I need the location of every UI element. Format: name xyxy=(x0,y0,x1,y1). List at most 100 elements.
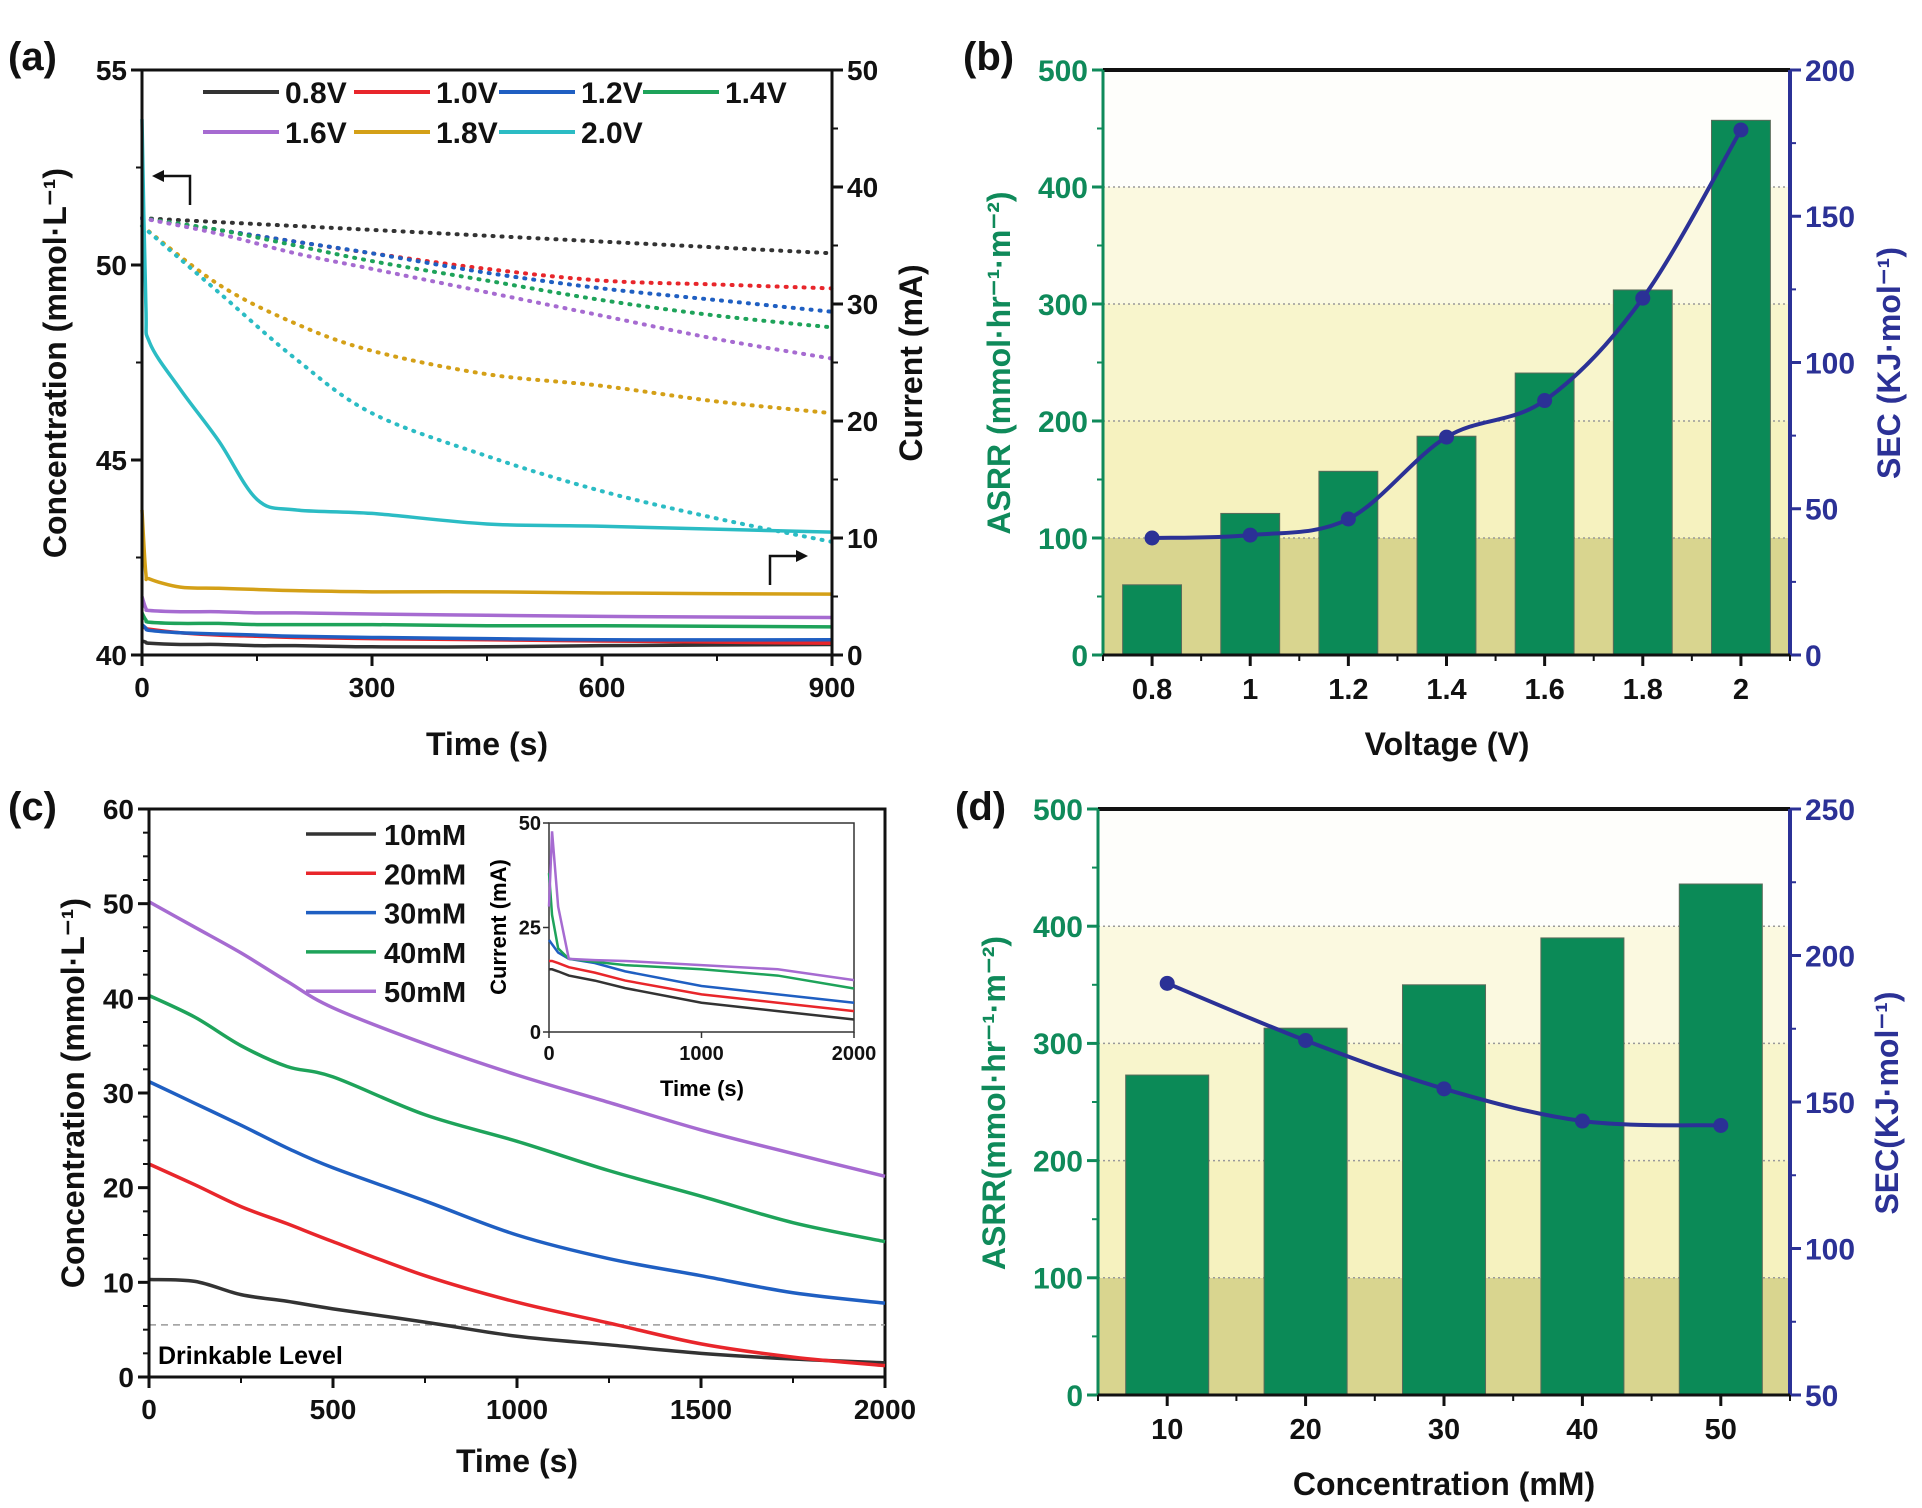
b-y-axis-title: ASRR (mmol·hr⁻¹·m⁻²) xyxy=(981,191,1017,534)
d-x-tick-label: 10 xyxy=(1151,1414,1183,1446)
b-right-tick-label: 200 xyxy=(1805,55,1855,88)
b-right-tick-label: 50 xyxy=(1805,494,1838,527)
d-left-tick-label: 0 xyxy=(1066,1380,1083,1413)
c-legend-label-10mM: 10mM xyxy=(384,820,466,852)
inset-y-tick-label: 25 xyxy=(519,918,541,940)
c-left-tick-label: 30 xyxy=(103,1078,134,1109)
d-bar-30 xyxy=(1401,984,1487,1396)
a-left-tick-label: 40 xyxy=(96,640,127,671)
b-background-band xyxy=(1103,304,1790,421)
d-x-tick-label: 30 xyxy=(1428,1414,1460,1446)
a-right-tick-label: 0 xyxy=(847,640,863,671)
a-left-tick-label: 50 xyxy=(96,250,127,281)
legend-label-2.0V: 2.0V xyxy=(581,117,643,150)
a-concentration-line-2.0V xyxy=(140,224,834,544)
a-y-axis-title: Concentration (mmol·L⁻¹) xyxy=(37,168,73,558)
b-sec-point-1.2 xyxy=(1340,511,1356,527)
d-sec-point-20 xyxy=(1298,1032,1314,1048)
d-left-tick-label: 400 xyxy=(1033,911,1083,944)
d-y-axis-title: ASRR(mmol·hr⁻¹·m⁻²) xyxy=(976,936,1012,1270)
a-current-line-2.0V xyxy=(140,119,833,534)
b-sec-point-2 xyxy=(1733,122,1749,138)
a-x-axis-title: Time (s) xyxy=(426,726,548,762)
panel-label-a: (a) xyxy=(8,35,57,79)
a-current-line-1.4V xyxy=(140,612,833,629)
legend-label-1.2V: 1.2V xyxy=(581,77,643,110)
a-x-tick-label: 900 xyxy=(809,672,856,703)
a-right-tick-label: 10 xyxy=(847,523,878,554)
a-concentration-line-1.4V xyxy=(140,216,834,330)
b-left-tick-label: 300 xyxy=(1038,289,1088,322)
b-x-tick-label: 1.2 xyxy=(1328,674,1368,706)
a-x-tick-label: 600 xyxy=(579,672,626,703)
d-left-tick-label: 500 xyxy=(1033,794,1083,827)
b-x-tick-label: 1.6 xyxy=(1524,674,1564,706)
b-right-tick-label: 0 xyxy=(1805,640,1822,673)
b-sec-point-1.6 xyxy=(1537,393,1553,409)
b-bar-0.8 xyxy=(1122,584,1183,656)
legend-label-1.8V: 1.8V xyxy=(436,117,498,150)
b-bar-1.6 xyxy=(1514,372,1575,656)
d-sec-point-30 xyxy=(1436,1081,1452,1097)
b-left-tick-label: 200 xyxy=(1038,406,1088,439)
b-left-tick-label: 400 xyxy=(1038,172,1088,205)
c-left-tick-label: 10 xyxy=(103,1267,134,1298)
panel-label-c: (c) xyxy=(8,785,57,829)
inset-x-tick-label: 0 xyxy=(543,1043,554,1065)
b-y2-axis-title: SEC (KJ·mol⁻¹) xyxy=(1871,247,1907,479)
c-legend-label-40mM: 40mM xyxy=(384,938,466,970)
c-x-tick-label: 0 xyxy=(141,1394,157,1425)
c-line-20mM xyxy=(148,1162,886,1368)
c-x-tick-label: 500 xyxy=(310,1394,357,1425)
c-y-axis-title: Concentration (mmol·L⁻¹) xyxy=(55,898,91,1288)
legend-label-1.4V: 1.4V xyxy=(725,77,787,110)
a-left-tick-label: 55 xyxy=(96,55,127,86)
b-left-tick-label: 100 xyxy=(1038,523,1088,556)
a-concentration-line-1.2V xyxy=(140,216,834,314)
c-x-axis-title: Time (s) xyxy=(456,1443,578,1479)
c-line-50mM xyxy=(148,900,886,1179)
d-bar-40 xyxy=(1540,937,1625,1396)
c-x-tick-label: 1500 xyxy=(670,1394,732,1425)
right-axis-arrow-icon xyxy=(768,554,802,585)
b-x-axis-title: Voltage (V) xyxy=(1365,726,1530,762)
b-bar-1.2 xyxy=(1318,470,1379,656)
b-x-tick-label: 1.8 xyxy=(1623,674,1663,706)
inset-line-10mM xyxy=(549,968,855,1021)
a-current-line-1.8V xyxy=(140,509,833,596)
b-background-band xyxy=(1103,187,1790,304)
d-sec-point-40 xyxy=(1574,1113,1590,1129)
legend-label-1.0V: 1.0V xyxy=(436,77,498,110)
b-sec-point-1.8 xyxy=(1635,290,1651,306)
b-sec-point-0.8 xyxy=(1144,530,1160,546)
c-x-tick-label: 1000 xyxy=(486,1394,548,1425)
inset-frame xyxy=(548,822,855,1033)
d-bar-20 xyxy=(1263,1027,1348,1396)
d-y2-axis-title: SEC(KJ·mol⁻¹) xyxy=(1869,991,1905,1214)
inset-y-tick-label: 0 xyxy=(530,1022,541,1044)
d-x-tick-label: 20 xyxy=(1289,1414,1321,1446)
a-current-line-0.8V xyxy=(141,639,833,649)
b-left-tick-label: 0 xyxy=(1071,640,1088,673)
c-x-tick-label: 2000 xyxy=(854,1394,916,1425)
a-current-line-1.6V xyxy=(140,595,833,620)
b-bar-1.8 xyxy=(1612,289,1673,656)
d-right-tick-label: 150 xyxy=(1805,1087,1855,1120)
d-sec-point-10 xyxy=(1159,975,1175,991)
b-bar-2 xyxy=(1710,119,1771,656)
d-right-tick-label: 100 xyxy=(1805,1233,1855,1266)
a-concentration-line-1.6V xyxy=(140,216,834,361)
panel-label-d: (d) xyxy=(955,785,1006,829)
a-right-tick-label: 50 xyxy=(847,55,878,86)
b-x-tick-label: 1.4 xyxy=(1426,674,1466,706)
b-x-tick-label: 2 xyxy=(1733,674,1749,706)
left-axis-arrowhead-icon xyxy=(152,170,164,182)
b-bar-1.4 xyxy=(1416,435,1477,656)
c-line-10mM xyxy=(148,1277,886,1365)
inset-y-tick-label: 50 xyxy=(519,813,541,835)
inset-x-tick-label: 2000 xyxy=(832,1043,877,1065)
c-legend-label-30mM: 30mM xyxy=(384,899,466,931)
a-concentration-line-0.8V xyxy=(140,216,834,256)
a-concentration-line-1.0V xyxy=(140,216,834,291)
